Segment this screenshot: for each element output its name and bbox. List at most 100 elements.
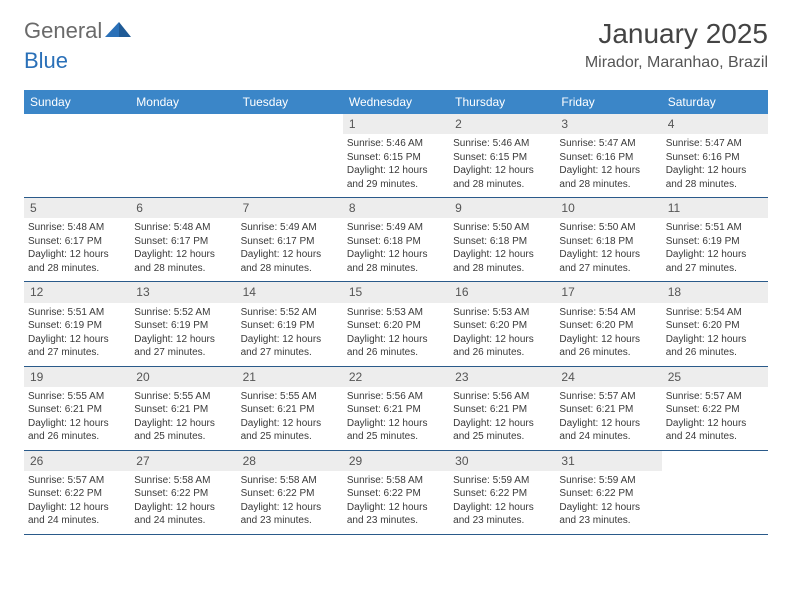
daylight-line: Daylight: 12 hours and 27 minutes.	[28, 333, 126, 360]
sunrise-line: Sunrise: 5:51 AM	[666, 221, 764, 235]
day-cell: 29Sunrise: 5:58 AMSunset: 6:22 PMDayligh…	[343, 451, 449, 534]
weekday-saturday: Saturday	[662, 90, 768, 114]
daylight-line: Daylight: 12 hours and 28 minutes.	[134, 248, 232, 275]
sunset-line: Sunset: 6:20 PM	[666, 319, 764, 333]
sunrise-line: Sunrise: 5:54 AM	[559, 306, 657, 320]
day-number: 5	[24, 198, 130, 218]
day-number: 4	[662, 114, 768, 134]
day-cell: 26Sunrise: 5:57 AMSunset: 6:22 PMDayligh…	[24, 451, 130, 534]
day-cell: 25Sunrise: 5:57 AMSunset: 6:22 PMDayligh…	[662, 367, 768, 450]
day-number: 18	[662, 282, 768, 302]
day-cell: 2Sunrise: 5:46 AMSunset: 6:15 PMDaylight…	[449, 114, 555, 197]
day-cell: 31Sunrise: 5:59 AMSunset: 6:22 PMDayligh…	[555, 451, 661, 534]
daylight-line: Daylight: 12 hours and 25 minutes.	[241, 417, 339, 444]
sunset-line: Sunset: 6:17 PM	[241, 235, 339, 249]
sunset-line: Sunset: 6:16 PM	[666, 151, 764, 165]
daylight-line: Daylight: 12 hours and 24 minutes.	[28, 501, 126, 528]
sunset-line: Sunset: 6:22 PM	[134, 487, 232, 501]
day-number: 27	[130, 451, 236, 471]
sunrise-line: Sunrise: 5:49 AM	[241, 221, 339, 235]
sunset-line: Sunset: 6:16 PM	[559, 151, 657, 165]
weekday-thursday: Thursday	[449, 90, 555, 114]
week-row: 26Sunrise: 5:57 AMSunset: 6:22 PMDayligh…	[24, 451, 768, 535]
sunrise-line: Sunrise: 5:46 AM	[453, 137, 551, 151]
sunrise-line: Sunrise: 5:52 AM	[134, 306, 232, 320]
day-number: 1	[343, 114, 449, 134]
weekday-monday: Monday	[130, 90, 236, 114]
sunrise-line: Sunrise: 5:50 AM	[559, 221, 657, 235]
week-row: 12Sunrise: 5:51 AMSunset: 6:19 PMDayligh…	[24, 282, 768, 366]
logo-triangle-icon	[105, 19, 131, 44]
day-cell	[662, 451, 768, 534]
day-number: 14	[237, 282, 343, 302]
day-number: 8	[343, 198, 449, 218]
sunset-line: Sunset: 6:22 PM	[453, 487, 551, 501]
day-cell: 3Sunrise: 5:47 AMSunset: 6:16 PMDaylight…	[555, 114, 661, 197]
sunset-line: Sunset: 6:21 PM	[347, 403, 445, 417]
day-number: 21	[237, 367, 343, 387]
day-number: 10	[555, 198, 661, 218]
daylight-line: Daylight: 12 hours and 28 minutes.	[28, 248, 126, 275]
day-cell: 16Sunrise: 5:53 AMSunset: 6:20 PMDayligh…	[449, 282, 555, 365]
daylight-line: Daylight: 12 hours and 26 minutes.	[559, 333, 657, 360]
daylight-line: Daylight: 12 hours and 24 minutes.	[666, 417, 764, 444]
sunrise-line: Sunrise: 5:48 AM	[134, 221, 232, 235]
sunset-line: Sunset: 6:18 PM	[559, 235, 657, 249]
day-cell: 10Sunrise: 5:50 AMSunset: 6:18 PMDayligh…	[555, 198, 661, 281]
sunset-line: Sunset: 6:19 PM	[28, 319, 126, 333]
day-number: 28	[237, 451, 343, 471]
day-number: 11	[662, 198, 768, 218]
day-cell: 8Sunrise: 5:49 AMSunset: 6:18 PMDaylight…	[343, 198, 449, 281]
day-number: 20	[130, 367, 236, 387]
sunrise-line: Sunrise: 5:54 AM	[666, 306, 764, 320]
daylight-line: Daylight: 12 hours and 23 minutes.	[453, 501, 551, 528]
day-cell: 17Sunrise: 5:54 AMSunset: 6:20 PMDayligh…	[555, 282, 661, 365]
day-number: 7	[237, 198, 343, 218]
sunrise-line: Sunrise: 5:51 AM	[28, 306, 126, 320]
daylight-line: Daylight: 12 hours and 26 minutes.	[453, 333, 551, 360]
weeks-container: 1Sunrise: 5:46 AMSunset: 6:15 PMDaylight…	[24, 114, 768, 535]
sunset-line: Sunset: 6:20 PM	[347, 319, 445, 333]
daylight-line: Daylight: 12 hours and 28 minutes.	[666, 164, 764, 191]
day-cell: 30Sunrise: 5:59 AMSunset: 6:22 PMDayligh…	[449, 451, 555, 534]
sunset-line: Sunset: 6:20 PM	[453, 319, 551, 333]
day-cell: 6Sunrise: 5:48 AMSunset: 6:17 PMDaylight…	[130, 198, 236, 281]
day-number: 12	[24, 282, 130, 302]
month-title: January 2025	[585, 18, 768, 50]
sunset-line: Sunset: 6:22 PM	[666, 403, 764, 417]
daylight-line: Daylight: 12 hours and 25 minutes.	[134, 417, 232, 444]
daylight-line: Daylight: 12 hours and 27 minutes.	[241, 333, 339, 360]
sunrise-line: Sunrise: 5:57 AM	[28, 474, 126, 488]
sunrise-line: Sunrise: 5:46 AM	[347, 137, 445, 151]
day-cell: 24Sunrise: 5:57 AMSunset: 6:21 PMDayligh…	[555, 367, 661, 450]
day-number: 3	[555, 114, 661, 134]
sunrise-line: Sunrise: 5:55 AM	[134, 390, 232, 404]
day-cell: 9Sunrise: 5:50 AMSunset: 6:18 PMDaylight…	[449, 198, 555, 281]
day-number: 17	[555, 282, 661, 302]
weekday-sunday: Sunday	[24, 90, 130, 114]
daylight-line: Daylight: 12 hours and 28 minutes.	[559, 164, 657, 191]
sunrise-line: Sunrise: 5:57 AM	[666, 390, 764, 404]
daylight-line: Daylight: 12 hours and 25 minutes.	[453, 417, 551, 444]
logo-text-general: General	[24, 18, 102, 44]
sunrise-line: Sunrise: 5:53 AM	[347, 306, 445, 320]
sunset-line: Sunset: 6:19 PM	[134, 319, 232, 333]
day-cell: 11Sunrise: 5:51 AMSunset: 6:19 PMDayligh…	[662, 198, 768, 281]
sunrise-line: Sunrise: 5:58 AM	[134, 474, 232, 488]
day-number: 2	[449, 114, 555, 134]
week-row: 1Sunrise: 5:46 AMSunset: 6:15 PMDaylight…	[24, 114, 768, 198]
sunset-line: Sunset: 6:18 PM	[347, 235, 445, 249]
day-number: 9	[449, 198, 555, 218]
day-number: 24	[555, 367, 661, 387]
daylight-line: Daylight: 12 hours and 23 minutes.	[559, 501, 657, 528]
day-cell: 12 Sunrise: 5:51 AMSunset: 6:19 PMDayligh…	[24, 282, 130, 365]
sunset-line: Sunset: 6:19 PM	[241, 319, 339, 333]
day-cell: 27Sunrise: 5:58 AMSunset: 6:22 PMDayligh…	[130, 451, 236, 534]
day-cell	[237, 114, 343, 197]
day-cell: 18Sunrise: 5:54 AMSunset: 6:20 PMDayligh…	[662, 282, 768, 365]
day-number: 13	[130, 282, 236, 302]
daylight-line: Daylight: 12 hours and 29 minutes.	[347, 164, 445, 191]
sunset-line: Sunset: 6:21 PM	[134, 403, 232, 417]
weekday-wednesday: Wednesday	[343, 90, 449, 114]
sunset-line: Sunset: 6:19 PM	[666, 235, 764, 249]
